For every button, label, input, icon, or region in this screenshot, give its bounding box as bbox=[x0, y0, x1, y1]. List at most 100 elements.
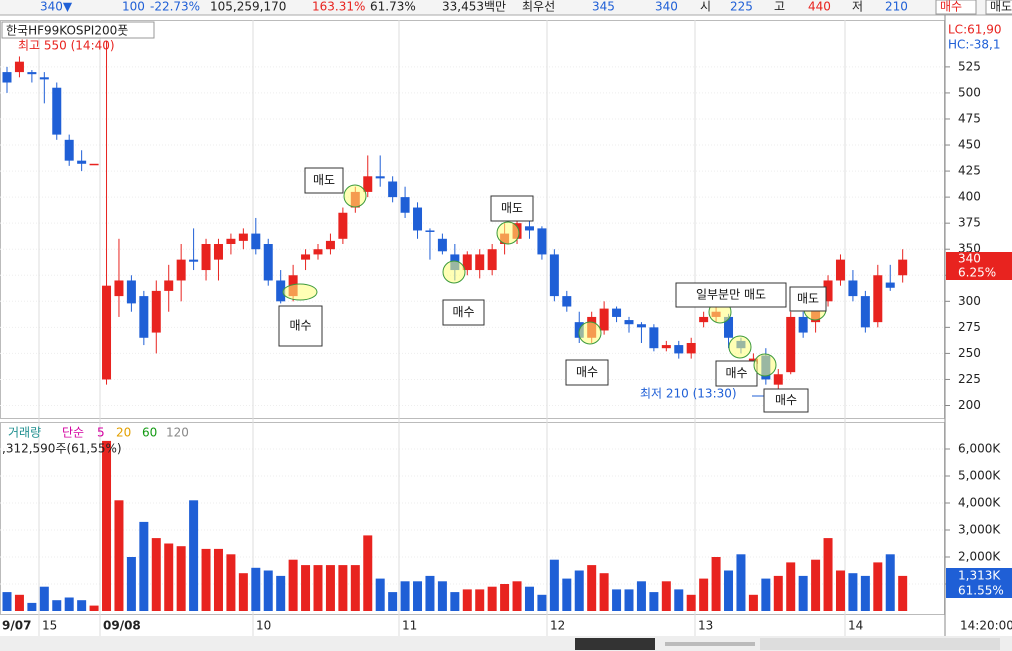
signal-marker bbox=[578, 321, 602, 345]
signal-label: 매수 bbox=[576, 365, 598, 379]
signal-marker bbox=[282, 283, 318, 301]
candle-body bbox=[636, 324, 646, 328]
volume-bar bbox=[176, 546, 186, 611]
volume-bar bbox=[226, 554, 236, 611]
y-tick-label: 225 bbox=[958, 372, 981, 386]
ticker-field: 345 bbox=[592, 0, 615, 14]
volume-title: 거래량 bbox=[8, 426, 41, 440]
candle-body bbox=[338, 212, 348, 239]
volume-bar bbox=[201, 548, 211, 611]
volume-bar bbox=[27, 602, 37, 611]
candle-body bbox=[661, 345, 671, 349]
volume-bar bbox=[400, 581, 410, 611]
ticker-field[interactable]: 매도 bbox=[990, 0, 1012, 14]
volume-bar bbox=[238, 573, 248, 611]
high-annotation: 최고 550 (14:40) bbox=[18, 39, 115, 53]
candle-body bbox=[14, 61, 24, 73]
toolbar-icons[interactable] bbox=[760, 638, 1000, 650]
y-tick-label: 375 bbox=[958, 216, 981, 230]
volume-bar bbox=[301, 565, 311, 611]
volume-bar bbox=[89, 605, 99, 611]
volume-bar bbox=[823, 538, 833, 611]
x-tick-label: 15 bbox=[42, 619, 57, 633]
signal-marker bbox=[442, 260, 466, 284]
legend-entry: 120 bbox=[166, 426, 189, 440]
candle-body bbox=[425, 230, 435, 232]
signal-label: 매수 bbox=[452, 305, 474, 319]
legend-entry: 20 bbox=[116, 426, 131, 440]
volume-bar bbox=[549, 559, 559, 611]
candle-body bbox=[798, 316, 808, 333]
volume-bar bbox=[77, 600, 87, 611]
ticker-bar bbox=[0, 0, 1012, 15]
ticker-field: 210 bbox=[885, 0, 908, 14]
candle-body bbox=[201, 244, 211, 271]
signal-box bbox=[304, 167, 344, 194]
volume-bar bbox=[524, 586, 534, 611]
volume-tag-ratio: 61.55% bbox=[958, 584, 1004, 598]
volume-bar bbox=[848, 573, 858, 611]
candle-body bbox=[699, 316, 709, 323]
signal-label: 매도 bbox=[797, 292, 819, 306]
volume-bar bbox=[413, 581, 423, 611]
signal-label: 매도 bbox=[501, 201, 523, 215]
ticker-field: 163.31% bbox=[312, 0, 365, 14]
x-tick-label: 13 bbox=[698, 619, 713, 633]
toolbar bbox=[0, 636, 1012, 651]
volume-bar bbox=[860, 575, 870, 611]
candle-body bbox=[537, 228, 547, 255]
volume-bar bbox=[686, 594, 696, 611]
candle-body bbox=[649, 327, 659, 349]
candle-body bbox=[213, 244, 223, 260]
candle-body bbox=[848, 280, 858, 297]
volume-bar bbox=[126, 557, 136, 611]
candle-body bbox=[388, 181, 398, 198]
candle-body bbox=[462, 254, 472, 271]
hc-label: HC:-38,1 bbox=[948, 38, 1001, 52]
signal-box bbox=[789, 286, 827, 312]
ticker-field[interactable]: 매수 bbox=[940, 0, 962, 14]
volume-bar bbox=[562, 578, 572, 611]
y-tick-label: 5,000K bbox=[958, 469, 1001, 483]
volume-bar bbox=[599, 573, 609, 611]
volume-bar bbox=[450, 592, 460, 611]
volume-bar bbox=[139, 521, 149, 611]
volume-bar bbox=[164, 543, 174, 611]
candle-body bbox=[885, 282, 895, 288]
candle-body bbox=[2, 72, 12, 83]
candle-body bbox=[599, 308, 609, 331]
ticker-field: 33,453백만 bbox=[442, 0, 506, 14]
volume-bar bbox=[288, 559, 298, 611]
toolbar-buttons[interactable] bbox=[575, 638, 655, 650]
volume-bar bbox=[114, 500, 124, 611]
signal-box bbox=[442, 299, 485, 326]
ticker-field: 저 bbox=[852, 0, 863, 14]
volume-bar bbox=[835, 570, 845, 611]
candle-body bbox=[860, 296, 870, 328]
volume-bar bbox=[151, 538, 161, 611]
candle-body bbox=[375, 176, 385, 179]
volume-bar bbox=[811, 559, 821, 611]
volume-bar bbox=[612, 589, 622, 611]
volume-bar bbox=[587, 565, 597, 611]
candle-body bbox=[674, 345, 684, 354]
candle-body bbox=[437, 238, 447, 252]
volume-bar bbox=[425, 575, 435, 611]
y-tick-label: 250 bbox=[958, 346, 981, 360]
candle-body bbox=[624, 320, 634, 325]
volume-bar bbox=[624, 589, 634, 611]
volume-bar bbox=[500, 584, 510, 611]
y-tick-label: 6,000K bbox=[958, 442, 1001, 456]
ticker-field: -22.73% bbox=[150, 0, 200, 14]
volume-bar bbox=[189, 500, 199, 611]
order-button[interactable] bbox=[935, 0, 977, 15]
order-button[interactable] bbox=[985, 0, 1012, 15]
candle-body bbox=[363, 176, 373, 192]
y-tick-label: 3,000K bbox=[958, 523, 1001, 537]
x-tick-label: 12 bbox=[550, 619, 565, 633]
candle-body bbox=[89, 163, 99, 166]
candle-body bbox=[562, 296, 572, 307]
signal-box bbox=[278, 305, 323, 347]
signal-label: 매수 bbox=[289, 319, 311, 333]
scrollbar[interactable] bbox=[665, 642, 755, 646]
